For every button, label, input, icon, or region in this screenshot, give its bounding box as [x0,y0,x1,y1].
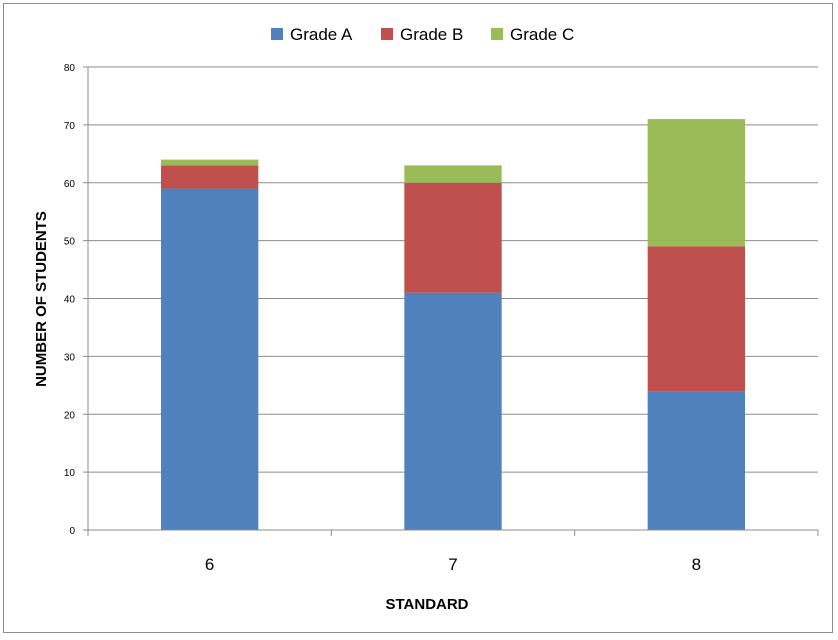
x-axis-title: STANDARD [385,596,468,613]
legend-swatch [491,28,503,40]
bar-grade-b-std-7 [404,182,502,293]
bar-grade-c-std-8 [647,119,745,247]
y-tick-label: 10 [64,468,76,479]
y-tick-label: 70 [64,121,76,132]
y-tick-label: 0 [69,526,75,537]
y-tick-label: 80 [64,63,76,74]
y-tick-label: 50 [64,237,76,248]
legend-swatch [271,28,283,40]
x-tick-label: 6 [205,555,214,574]
bar-grade-a-std-8 [647,391,745,530]
legend-label: Grade B [400,25,463,44]
bar-grade-a-std-6 [161,188,259,530]
x-tick-labels: 6 7 8 [205,555,701,574]
legend-item-grade-c: Grade C [491,25,574,44]
y-tick-label: 40 [64,295,76,306]
x-tick-label: 8 [692,555,701,574]
bar-grade-a-std-7 [404,292,502,530]
y-tick-labels: 0 10 20 30 40 50 60 70 80 [64,63,76,537]
y-tick-label: 30 [64,352,76,363]
y-tick-label: 20 [64,410,76,421]
legend-swatch [381,28,393,40]
bars [161,119,745,530]
axes [83,66,819,536]
bar-grade-c-std-6 [161,159,259,166]
legend-item-grade-b: Grade B [381,25,463,44]
bar-grade-b-std-8 [647,246,745,392]
bar-grade-c-std-7 [404,165,502,183]
legend-label: Grade C [510,25,574,44]
y-axis-title: NUMBER OF STUDENTS [33,211,50,387]
legend-label: Grade A [290,25,353,44]
x-tick-label: 7 [448,555,457,574]
legend-item-grade-a: Grade A [271,25,353,44]
legend: Grade A Grade B Grade C [271,25,574,44]
y-tick-label: 60 [64,179,76,190]
bar-grade-b-std-6 [161,165,259,189]
